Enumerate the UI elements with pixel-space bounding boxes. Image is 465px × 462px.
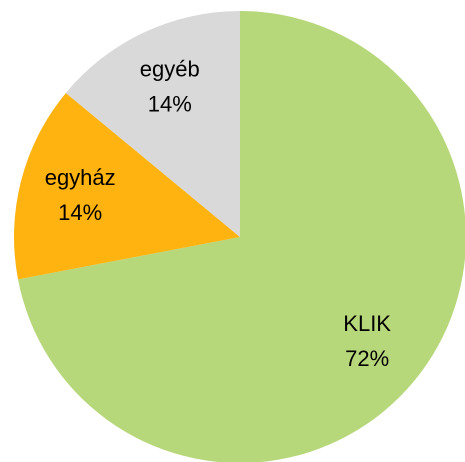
slice-value-label: 14% (148, 92, 192, 117)
slice-label: egyéb (140, 57, 200, 82)
slice-value-label: 14% (58, 200, 102, 225)
slice-label: KLIK (343, 311, 391, 336)
slice-label: egyház (45, 165, 116, 190)
slice-value-label: 72% (345, 346, 389, 371)
pie-slice (14, 92, 241, 280)
pie-slice (65, 11, 240, 237)
pie-slice (18, 11, 465, 462)
